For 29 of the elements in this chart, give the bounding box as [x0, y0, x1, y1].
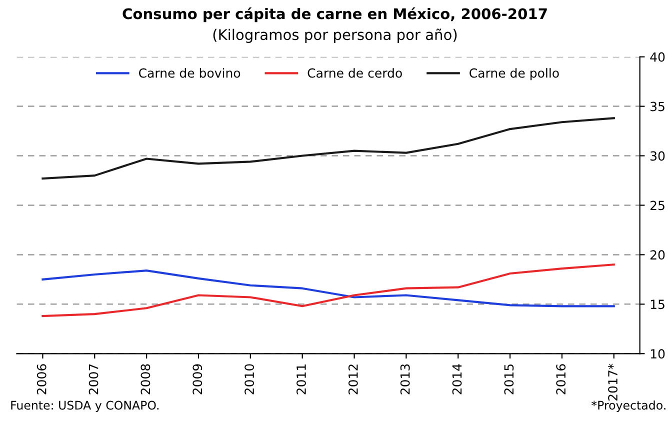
x-tick-label: 2007 [88, 364, 98, 394]
chart-title: Consumo per cápita de carne en México, 2006-2017 [122, 7, 547, 22]
x-tick-label: 2017* [608, 364, 618, 401]
legend-label: Carne de pollo [470, 68, 559, 80]
text: *Proyectado. [592, 400, 666, 412]
y-tick-label: 20 [650, 250, 665, 260]
x-tick-label: 2016 [556, 364, 566, 394]
legend-label: Carne de cerdo [308, 68, 402, 78]
y-tick-label: 15 [650, 300, 664, 310]
chart-subtitle: (Kilogramos por persona por año) [213, 28, 457, 43]
y-tick-label: 30 [650, 151, 665, 161]
y-tick-label: 10 [650, 349, 665, 359]
x-tick-label: 2012 [348, 364, 358, 394]
x-tick-label: 2011 [296, 364, 306, 394]
y-tick-label: 40 [650, 52, 665, 62]
x-tick-label: 2015 [504, 364, 514, 394]
legend-label: Carne de bovino [139, 68, 240, 78]
x-tick-label: 2008 [140, 364, 150, 394]
y-tick-label: 25 [650, 200, 664, 210]
x-tick-label: 2010 [244, 364, 254, 394]
x-tick-label: 2014 [452, 364, 462, 394]
source-note: Fuente: USDA y CONAPO. [11, 400, 158, 412]
x-tick-label: 2009 [192, 364, 202, 394]
x-tick-label: 2006 [36, 364, 46, 394]
line-series [42, 269, 615, 308]
x-tick-label: 2013 [400, 364, 410, 394]
line-series [42, 117, 615, 180]
line-series [42, 264, 615, 318]
y-tick-label: 35 [650, 102, 664, 112]
